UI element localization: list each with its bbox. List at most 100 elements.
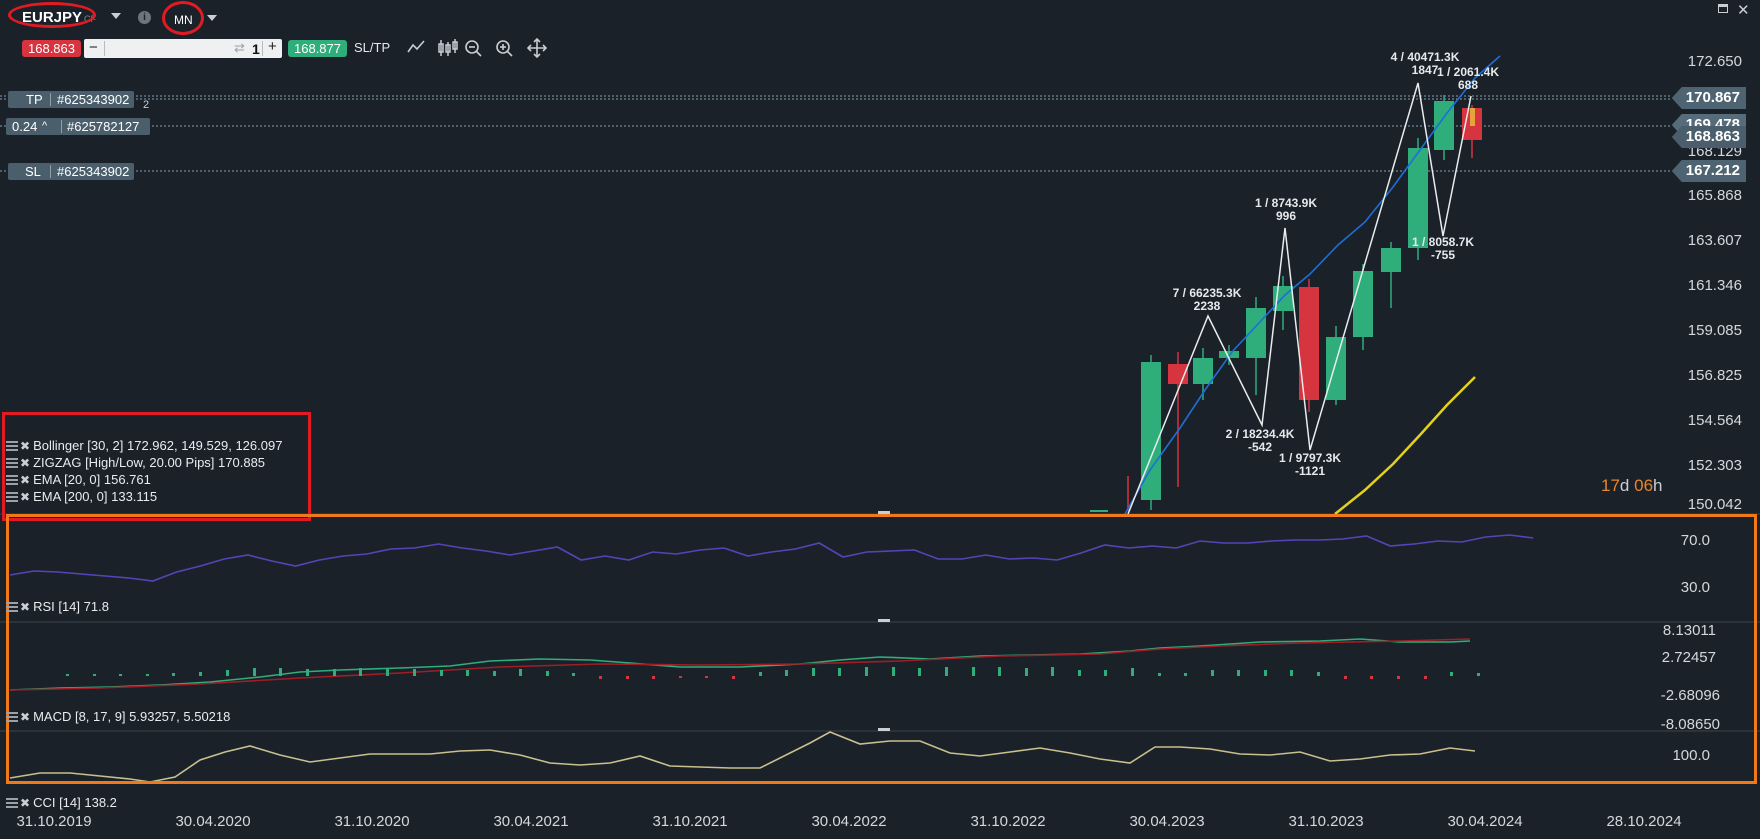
buy-price-button[interactable]: 168.877 [288, 40, 347, 57]
macd-histogram-bar [599, 676, 602, 679]
remove-icon[interactable]: ✖ [20, 710, 31, 724]
window-minimize-icon[interactable] [1718, 4, 1728, 13]
candle-body [1193, 358, 1213, 384]
indicator-label: EMA [20, 0] 156.761 [33, 472, 151, 487]
cci-legend[interactable]: ✖ CCI [14] 138.2 [6, 795, 117, 810]
remove-icon[interactable]: ✖ [20, 796, 31, 810]
rsi-label: RSI [14] 71.8 [33, 599, 109, 614]
macd-histogram-bar [493, 671, 496, 676]
position-order-tag[interactable]: 0.24 ^ #625782127 [6, 118, 150, 135]
indicator-row[interactable]: ✖ Bollinger [30, 2] 172.962, 149.529, 126… [6, 438, 282, 453]
rsi-legend[interactable]: ✖ RSI [14] 71.8 [6, 599, 109, 614]
macd-legend[interactable]: ✖ MACD [8, 17, 9] 5.93257, 5.50218 [6, 709, 230, 724]
macd-histogram-bar [1184, 673, 1187, 676]
macd-histogram-bar [679, 676, 682, 678]
candle-body [1381, 248, 1401, 272]
price-axis-label: 161.346 [1687, 277, 1742, 294]
zigzag-label: 2 / 18234.4K -542 [1225, 427, 1295, 454]
quantity-minus-button[interactable]: − [89, 39, 98, 56]
macd-histogram-bar [1051, 667, 1054, 676]
candle-body [1434, 101, 1454, 150]
ema200-line [1334, 376, 1476, 515]
tp-order-tag[interactable]: TP #625343902 2 [8, 91, 149, 111]
settings-icon[interactable] [6, 602, 18, 614]
macd-histogram-bar [1370, 676, 1373, 679]
crosshair-icon[interactable] [526, 37, 548, 59]
macd-histogram-bar [652, 676, 655, 679]
macd-histogram-bar [279, 668, 282, 676]
macd-histogram-bar [1025, 668, 1028, 676]
candle-chart-icon[interactable] [438, 39, 458, 56]
price-axis-label: 154.564 [1687, 412, 1742, 429]
timeframe-value: MN [174, 13, 193, 27]
macd-histogram-bar [1264, 670, 1267, 676]
tp-price-tag: 170.867 [1671, 87, 1746, 109]
rsi-axis-label: 30.0 [1680, 579, 1710, 596]
candle-body [1219, 351, 1239, 358]
info-icon[interactable]: i [138, 11, 151, 24]
timeframe-dropdown-icon[interactable] [207, 15, 217, 21]
macd-histogram-bar [546, 671, 549, 676]
macd-histogram-bar [1344, 676, 1347, 679]
zigzag-label: 4 / 40471.3K 1847 [1390, 50, 1460, 77]
remove-icon[interactable]: ✖ [20, 439, 31, 453]
quantity-plus-button[interactable]: + [268, 38, 277, 55]
sltp-button[interactable]: SL/TP [354, 40, 391, 55]
sl-order-tag[interactable]: SL #625343902 [8, 163, 134, 180]
symbol-dropdown-icon[interactable] [111, 13, 121, 19]
macd-histogram-bar [1397, 676, 1400, 679]
macd-histogram-bar [1211, 670, 1214, 676]
zoom-out-icon[interactable] [465, 40, 482, 57]
window-close-icon[interactable]: ✕ [1737, 2, 1750, 19]
macd-histogram-bar [1078, 670, 1081, 676]
macd-histogram-bar [199, 672, 202, 676]
zigzag-line [1127, 82, 1472, 515]
panel-resize-handle [878, 728, 890, 731]
macd-histogram-bar [1450, 672, 1453, 676]
chevron-up-icon[interactable]: ^ [42, 120, 48, 132]
macd-histogram-bar [66, 674, 69, 676]
macd-axis-label: 2.72457 [1661, 649, 1716, 666]
candle-body [1353, 271, 1373, 337]
macd-label: MACD [8, 17, 9] 5.93257, 5.50218 [33, 709, 231, 724]
price-axis-label: 156.825 [1687, 367, 1742, 384]
quantity-stepper[interactable]: − 1 ⇄ + [84, 38, 282, 58]
indicator-row[interactable]: ✖ ZIGZAG [High/Low, 20.00 Pips] 170.885 [6, 455, 265, 470]
settings-icon[interactable] [6, 798, 18, 810]
timeframe-selector[interactable]: MN [162, 1, 204, 35]
line-chart-icon[interactable] [407, 40, 425, 53]
macd-histogram-bar [918, 668, 921, 676]
remove-icon[interactable]: ✖ [20, 473, 31, 487]
macd-histogram-bar [1104, 670, 1107, 676]
remove-icon[interactable]: ✖ [20, 490, 31, 504]
repeat-icon[interactable]: ⇄ [234, 40, 245, 55]
sell-price-button[interactable]: 168.863 [22, 40, 81, 57]
candle-countdown: 17d 06h [1601, 476, 1663, 495]
settings-icon[interactable] [6, 441, 18, 453]
indicator-row[interactable]: ✖ EMA [200, 0] 133.115 [6, 489, 157, 504]
ema20-line [1124, 55, 1501, 515]
settings-icon[interactable] [6, 492, 18, 504]
macd-histogram-bar [1317, 672, 1320, 676]
date-label: 30.04.2024 [1447, 813, 1523, 830]
chart-toolbar-icons [407, 37, 548, 59]
price-axis-label: 152.303 [1687, 457, 1742, 474]
macd-histogram-bar [306, 669, 309, 676]
zigzag-label: 1 / 8743.9K 996 [1254, 196, 1318, 223]
price-axis-label: 172.650 [1687, 53, 1742, 70]
zoom-in-icon[interactable] [496, 40, 513, 57]
settings-icon[interactable] [6, 458, 18, 470]
macd-histogram-bar [413, 669, 416, 676]
macd-histogram-bar [785, 670, 788, 676]
remove-icon[interactable]: ✖ [20, 600, 31, 614]
quantity-input[interactable]: 1 [252, 41, 260, 57]
settings-icon[interactable] [6, 712, 18, 724]
remove-icon[interactable]: ✖ [20, 456, 31, 470]
settings-icon[interactable] [6, 475, 18, 487]
cci-line [9, 731, 1476, 783]
position-order-id: #625782127 [67, 119, 140, 134]
indicator-row[interactable]: ✖ EMA [20, 0] 156.761 [6, 472, 151, 487]
date-label: 31.10.2020 [334, 813, 410, 830]
panel-resize-handle [878, 619, 890, 622]
